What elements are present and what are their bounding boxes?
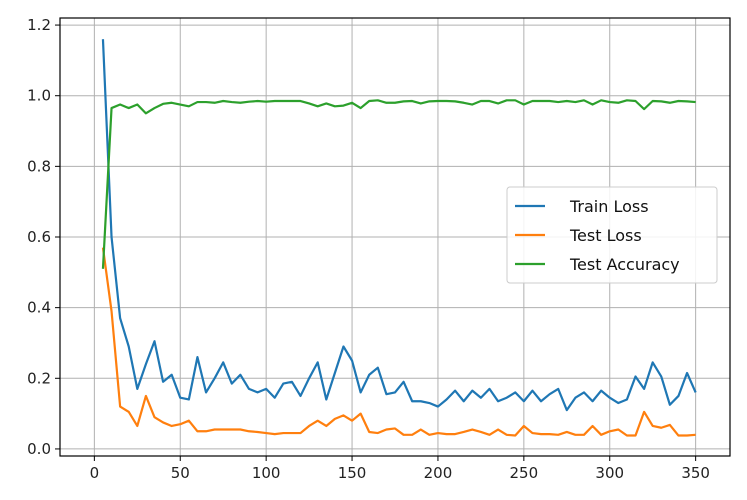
y-tick-label: 0.4 [27,299,51,317]
series-lines [101,39,697,437]
y-tick-label: 1.0 [27,87,51,105]
x-tick-label: 150 [338,464,367,482]
x-tick-label: 0 [90,464,100,482]
y-tick-label: 0.6 [27,228,51,246]
y-tick-label: 0.8 [27,157,51,175]
x-tick-label: 100 [252,464,281,482]
y-tick-label: 1.2 [27,16,51,34]
legend-box [506,186,718,284]
series-line-test-loss [101,247,696,437]
y-tick-label: 0.2 [27,369,51,387]
x-tick-label: 250 [510,464,539,482]
y-tick-label: 0.0 [27,440,51,458]
legend-label-train-loss: Train Loss [569,197,649,216]
legend-label-test-loss: Test Loss [569,226,642,245]
legend-label-test-accuracy: Test Accuracy [569,255,680,274]
x-tick-label: 300 [595,464,624,482]
grid-lines [60,18,730,456]
x-tick-label: 200 [424,464,453,482]
series-line-test-accuracy [101,99,696,269]
x-tick-label: 350 [681,464,710,482]
series-line-train-loss [101,39,697,412]
legend: Train Loss Test Loss Test Accuracy [506,186,718,284]
x-tick-label: 50 [171,464,190,482]
axis-ticks: 0 50 100 150 200 250 300 350 0.0 0.2 0.4 0.6 0.8 1.0 1… [27,16,710,482]
